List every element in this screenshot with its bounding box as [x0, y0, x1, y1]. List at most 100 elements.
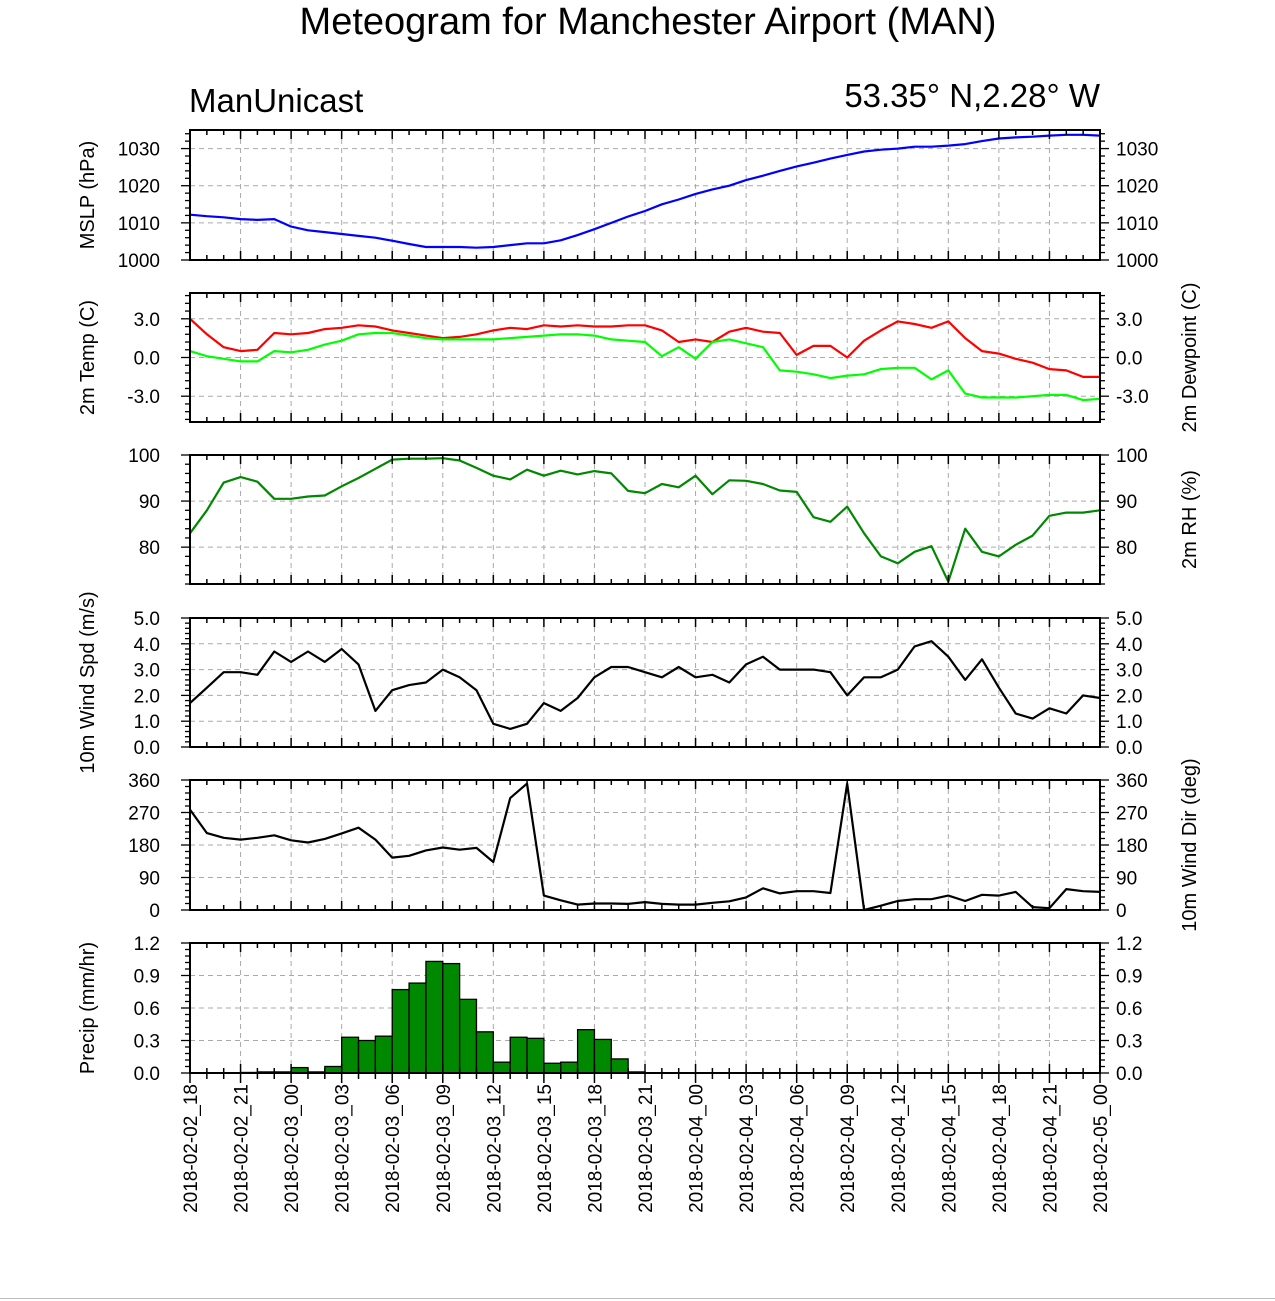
x-tick-label: 2018-02-03_18	[585, 1084, 606, 1213]
x-axis: 2018-02-02_18 2018-02-02_21 2018-02-03_00 2…	[181, 1073, 1112, 1213]
series-line-temp-dewpoint	[189, 331, 1101, 402]
y-tick-label: 270	[128, 804, 160, 825]
y-tick-label: 3.0	[1116, 310, 1142, 331]
y-tick-label: -3.0	[127, 387, 160, 408]
y-tick-label: 0.3	[134, 1032, 160, 1053]
precip-bar	[442, 962, 461, 1074]
y-tick-label: 0.6	[1116, 999, 1142, 1020]
x-tick-label: 2018-02-04_21	[1040, 1084, 1061, 1213]
x-tick-label: 2018-02-04_00	[687, 1084, 708, 1213]
y-tick-label: 90	[1116, 492, 1137, 513]
y-tick-label: 0	[149, 901, 160, 922]
x-tick-label: 2018-02-05_00	[1091, 1084, 1112, 1213]
y-tick-label: 180	[128, 836, 160, 857]
y-tick-label: 1.2	[1116, 934, 1142, 955]
divider	[0, 1298, 1275, 1299]
y-axis-title: 2m Temp (C)	[77, 300, 99, 415]
y-axis-title: 10m Wind Spd (m/s)	[77, 591, 99, 773]
y-tick-label: 1.2	[134, 934, 160, 955]
y-tick-label: 2.0	[134, 686, 160, 707]
precip-bar	[391, 988, 410, 1074]
y-tick-label: 180	[1116, 836, 1148, 857]
y-tick-label: 0.0	[134, 738, 160, 759]
precip-bar	[610, 1058, 629, 1074]
x-tick-label: 2018-02-03_21	[636, 1084, 657, 1213]
panel-rh: 80 80 90 90 100 100 2m RH (%)	[128, 446, 1201, 585]
precip-bar	[408, 982, 427, 1074]
y-tick-label: -3.0	[1116, 387, 1149, 408]
precip-bar	[543, 1062, 562, 1074]
precip-bar	[425, 960, 444, 1074]
precip-bar	[458, 998, 478, 1074]
precip-bar	[576, 1029, 596, 1074]
y-axis-title: Precip (mm/hr)	[77, 942, 99, 1074]
y-tick-label: 90	[1116, 869, 1137, 890]
precip-bar	[341, 1036, 360, 1074]
y-tick-label: 0.3	[1116, 1032, 1142, 1053]
x-tick-label: 2018-02-04_09	[838, 1084, 859, 1213]
x-tick-label: 2018-02-03_15	[535, 1084, 556, 1213]
x-tick-label: 2018-02-02_18	[181, 1084, 202, 1213]
series-line-mslp-mslp	[189, 133, 1101, 249]
y-tick-label: 3.0	[1116, 661, 1142, 682]
y-tick-label: 4.0	[134, 635, 160, 656]
y-tick-label: 0.0	[1116, 349, 1142, 370]
panel-wind_dir: 0 0 90 90 180 180 270 270 360 360 10m Wind Dir (de…	[128, 758, 1201, 931]
y-tick-label: 5.0	[1116, 609, 1142, 630]
y-tick-label: 100	[128, 446, 160, 467]
y-axis-title: MSLP (hPa)	[77, 141, 99, 250]
y-axis-title: 10m Wind Dir (deg)	[1179, 758, 1201, 931]
precip-bar	[593, 1038, 612, 1074]
y-tick-label: 1030	[118, 140, 160, 161]
y-tick-label: 3.0	[134, 310, 160, 331]
series-line-temp-temp	[189, 317, 1100, 378]
x-tick-label: 2018-02-04_18	[990, 1084, 1011, 1213]
y-tick-label: 1000	[118, 251, 160, 272]
y-tick-label: 100	[1116, 446, 1148, 467]
series-line-wind_speed-wind	[189, 640, 1101, 731]
precip-bar	[492, 1061, 511, 1074]
y-tick-label: 80	[1116, 538, 1137, 559]
y-tick-label: 360	[1116, 771, 1148, 792]
x-tick-label: 2018-02-03_06	[383, 1084, 404, 1213]
y-tick-label: 80	[139, 538, 160, 559]
y-axis-title: 2m Dewpoint (C)	[1179, 282, 1201, 432]
y-tick-label: 1030	[1116, 140, 1158, 161]
y-tick-label: 90	[139, 492, 160, 513]
location-label: 53.35° N,2.28° W	[844, 77, 1101, 114]
y-tick-label: 1.0	[1116, 712, 1142, 733]
x-tick-label: 2018-02-04_06	[788, 1084, 809, 1213]
y-tick-label: 0.0	[134, 349, 160, 370]
y-tick-label: 270	[1116, 804, 1148, 825]
x-tick-label: 2018-02-04_15	[939, 1084, 960, 1213]
y-tick-label: 0.9	[134, 967, 160, 988]
model-label: ManUnicast	[189, 82, 363, 119]
precip-bar	[475, 1031, 494, 1074]
precip-bar	[560, 1061, 579, 1074]
y-tick-label: 0.9	[1116, 967, 1142, 988]
y-tick-label: 1010	[118, 214, 160, 235]
chart-title: Meteogram for Manchester Airport (MAN)	[300, 1, 997, 43]
y-tick-label: 0	[1116, 901, 1127, 922]
y-tick-label: 4.0	[1116, 635, 1142, 656]
y-tick-label: 5.0	[134, 609, 160, 630]
x-tick-label: 2018-02-03_12	[484, 1084, 505, 1213]
precip-bar	[374, 1035, 393, 1074]
y-tick-label: 2.0	[1116, 686, 1142, 707]
y-tick-label: 0.0	[134, 1064, 160, 1085]
y-tick-label: 0.0	[1116, 1064, 1142, 1085]
panel-wind_speed: 0.0 0.0 1.0 1.0 2.0 2.0 3.0 3.0 4.0 4.0 5.0 5.0 10m …	[77, 591, 1142, 773]
precip-bar	[357, 1039, 377, 1074]
panel-precip: 0.0 0.0 0.3 0.3 0.6 0.6 0.9 0.9 1.2 1.2 Precip (mm…	[77, 934, 1142, 1085]
y-tick-label: 90	[139, 869, 160, 890]
precip-bar	[509, 1036, 528, 1074]
panel-mslp: 1000 1000 1010 1010 1020 1020 1030 1030 MSLP (hP…	[77, 129, 1158, 272]
y-tick-label: 1000	[1116, 251, 1158, 272]
y-tick-label: 360	[128, 771, 160, 792]
y-tick-label: 1020	[118, 177, 160, 198]
y-tick-label: 0.6	[134, 999, 160, 1020]
x-tick-label: 2018-02-03_09	[434, 1084, 455, 1213]
y-axis-title: 2m RH (%)	[1179, 470, 1201, 569]
